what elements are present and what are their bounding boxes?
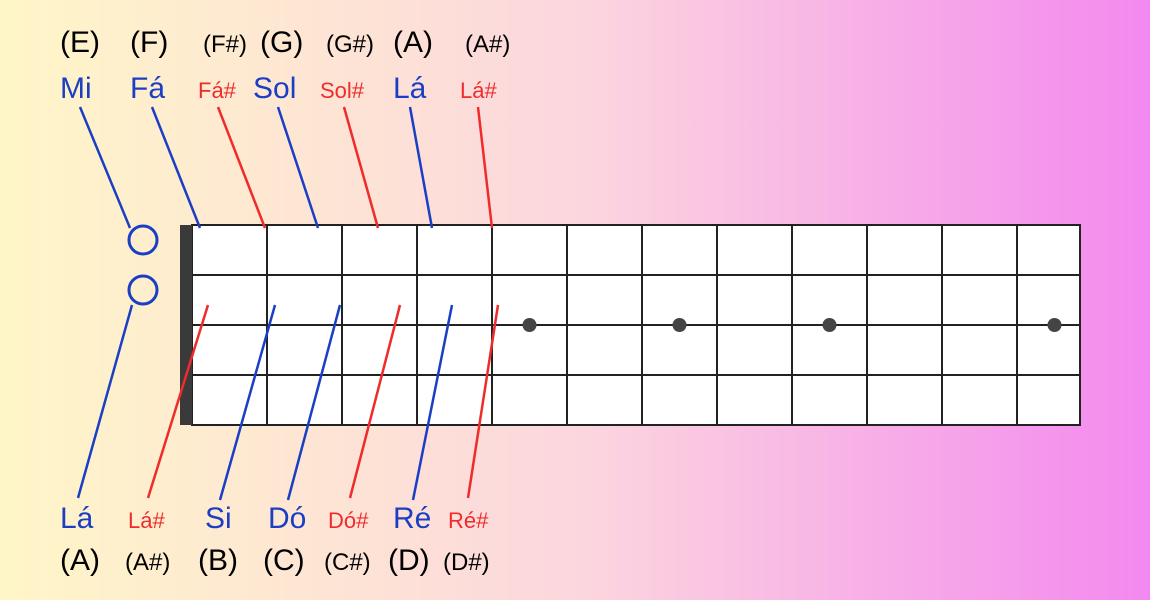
note-solfege: Fá# — [198, 78, 237, 103]
fretboard-diagram: (E) (F) (F#) (G) (G#) (A) (A#) Mi Fá Fá# Sol Sol# Lá… — [0, 0, 1150, 600]
note-english: (A) — [60, 544, 100, 577]
note-english: (A#) — [465, 31, 510, 58]
note-solfege: Sol — [253, 72, 296, 105]
note-solfege: Lá# — [460, 78, 497, 103]
note-solfege: Sol# — [320, 78, 365, 103]
note-solfege: Dó — [268, 502, 306, 535]
note-english: (C) — [263, 544, 305, 577]
note-solfege: Dó# — [328, 508, 369, 533]
note-english: (C#) — [324, 549, 371, 576]
note-solfege: Si — [205, 502, 232, 535]
fret-marker — [523, 318, 537, 332]
fret-marker — [823, 318, 837, 332]
note-english: (D#) — [443, 549, 490, 576]
note-solfege: Lá — [60, 502, 94, 535]
note-english: (G) — [260, 26, 303, 59]
note-english: (F#) — [203, 31, 247, 58]
note-english: (D) — [388, 544, 430, 577]
note-english: (A#) — [125, 549, 170, 576]
note-solfege: Ré — [393, 502, 431, 535]
note-english: (G#) — [326, 31, 374, 58]
fret-marker — [673, 318, 687, 332]
note-solfege: Mi — [60, 72, 92, 105]
note-solfege: Ré# — [448, 508, 489, 533]
note-english: (B) — [198, 544, 238, 577]
note-english: (F) — [130, 26, 168, 59]
fret-marker — [1048, 318, 1062, 332]
note-solfege: Lá — [393, 72, 427, 105]
note-solfege: Fá — [130, 72, 165, 105]
note-english: (A) — [393, 26, 433, 59]
note-solfege: Lá# — [128, 508, 165, 533]
note-english: (E) — [60, 26, 100, 59]
nut — [180, 225, 192, 425]
